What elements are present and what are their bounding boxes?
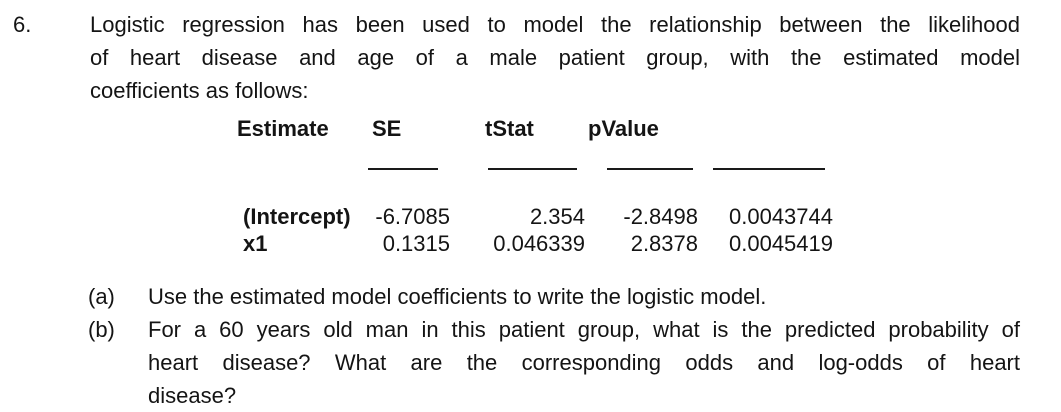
part-a: (a) Use the estimated model coefficients… — [88, 280, 1020, 313]
question-parts: (a) Use the estimated model coefficients… — [88, 280, 1020, 412]
cell-x1-pvalue: 0.0045419 — [729, 231, 833, 256]
intro-line-2: of heart disease and age of a male patie… — [90, 45, 1020, 70]
cell-intercept-pvalue: 0.0043744 — [729, 204, 833, 229]
part-b-text: For a 60 years old man in this patient g… — [148, 313, 1020, 412]
intro-line-1: Logistic regression has been used to mod… — [90, 12, 1020, 37]
cell-x1-tstat: 2.8378 — [630, 231, 698, 256]
cell-intercept-tstat: -2.8498 — [623, 204, 698, 229]
part-b: (b) For a 60 years old man in this patie… — [88, 313, 1020, 412]
part-a-label: (a) — [88, 284, 115, 309]
column-header-tstat: tStat — [485, 116, 534, 141]
part-b-label: (b) — [88, 317, 115, 342]
part-b-line-1: For a 60 years old man in this patient g… — [148, 317, 1020, 342]
question-intro: Logistic regression has been used to mod… — [90, 8, 1020, 107]
row-label-x1: x1 — [243, 231, 268, 256]
cell-intercept-estimate: -6.7085 — [375, 204, 450, 229]
cell-x1-se: 0.046339 — [493, 231, 585, 256]
question-number: 6. — [13, 12, 32, 37]
part-b-line-2: heart disease? What are the correspondin… — [148, 350, 1020, 375]
column-header-estimate: Estimate — [237, 116, 329, 141]
intro-line-3: coefficients as follows: — [90, 78, 309, 103]
cell-intercept-se: 2.354 — [529, 204, 585, 229]
part-a-line-1: Use the estimated model coefficients to … — [148, 284, 767, 309]
table-rule-tstat — [607, 168, 693, 170]
part-b-line-3: disease? — [148, 383, 237, 408]
cell-x1-estimate: 0.1315 — [382, 231, 450, 256]
table-rule-estimate — [368, 168, 438, 170]
table-rule-pvalue — [713, 168, 825, 170]
row-label-intercept: (Intercept) — [243, 204, 351, 229]
part-a-text: Use the estimated model coefficients to … — [148, 280, 1020, 313]
column-header-se: SE — [372, 116, 402, 141]
table-rule-se — [488, 168, 577, 170]
column-header-pvalue: pValue — [588, 116, 659, 141]
